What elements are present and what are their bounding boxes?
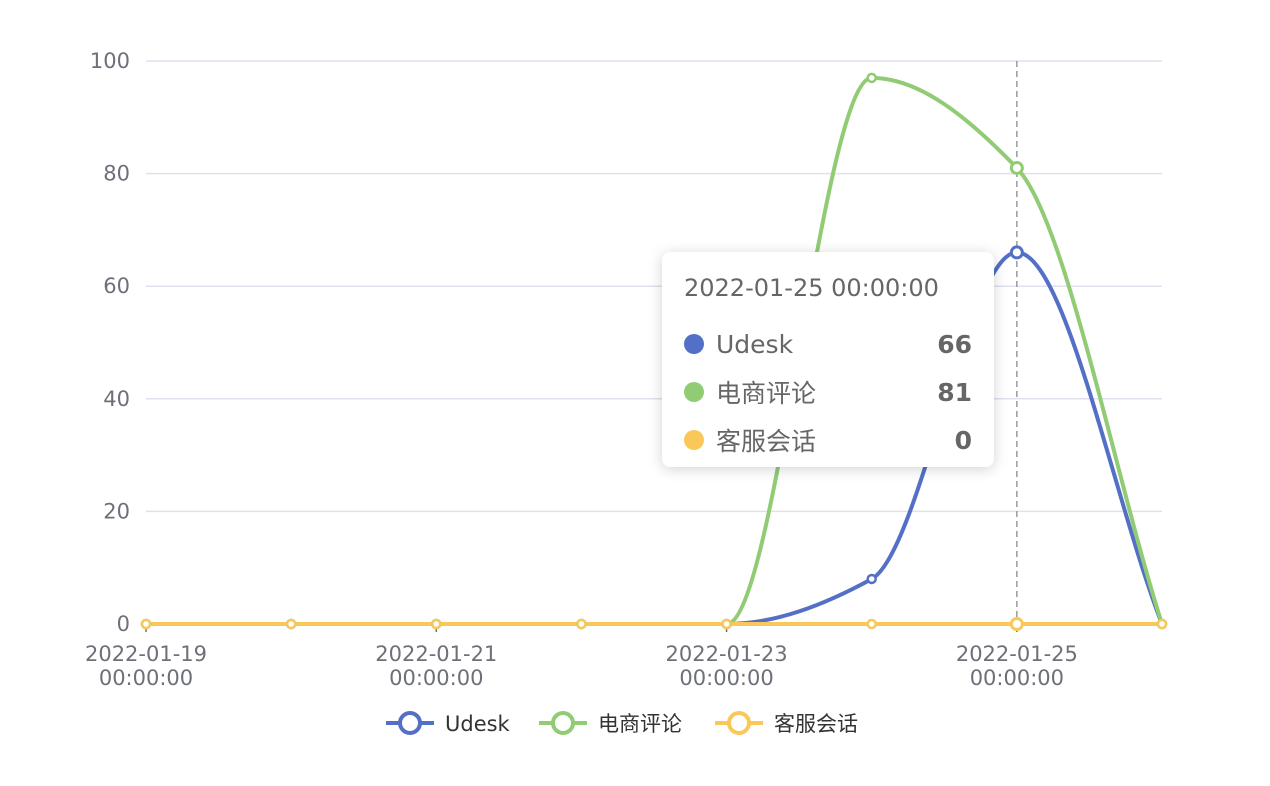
legend-marker-icon bbox=[551, 711, 575, 735]
legend-item-service-sessions[interactable]: 客服会话 bbox=[715, 711, 858, 736]
data-point-ecommerce-reviews[interactable] bbox=[866, 72, 877, 84]
data-point-service-sessions[interactable] bbox=[1009, 617, 1024, 631]
data-point-service-sessions[interactable] bbox=[285, 618, 297, 630]
x-axis: 2022-01-1900:00:002022-01-2100:00:002022… bbox=[85, 623, 1162, 690]
x-tick-label-time: 00:00:00 bbox=[970, 666, 1064, 690]
data-point-service-sessions[interactable] bbox=[140, 618, 152, 630]
tooltip-row-udesk: Udesk 66 bbox=[684, 320, 972, 368]
series-line-ecommerce-reviews bbox=[145, 75, 1164, 627]
tooltip: 2022-01-25 00:00:00 Udesk 66 电商评论 81 客服会… bbox=[662, 252, 994, 467]
tooltip-name: Udesk bbox=[716, 329, 794, 359]
legend-label: 客服会话 bbox=[774, 712, 858, 736]
tooltip-value: 81 bbox=[937, 377, 972, 407]
tooltip-dot-service-sessions bbox=[684, 430, 704, 450]
grid-lines bbox=[146, 60, 1162, 513]
x-tick-label-time: 00:00:00 bbox=[99, 666, 193, 690]
y-tick-label: 40 bbox=[103, 387, 130, 411]
legend-item-udesk[interactable]: Udesk bbox=[386, 711, 511, 736]
legend-marker-icon bbox=[727, 711, 751, 735]
legend-marker-icon bbox=[398, 711, 422, 735]
legend-label: 电商评论 bbox=[598, 712, 682, 736]
data-point-udesk[interactable] bbox=[1009, 245, 1024, 260]
x-tick-label-date: 2022-01-23 bbox=[666, 642, 788, 666]
x-tick-label-date: 2022-01-25 bbox=[956, 642, 1078, 666]
series-points[interactable] bbox=[140, 72, 1168, 631]
series-line-udesk bbox=[145, 250, 1164, 627]
data-point-service-sessions[interactable] bbox=[431, 618, 442, 630]
y-tick-label: 60 bbox=[103, 274, 130, 298]
y-tick-label: 100 bbox=[90, 49, 130, 73]
x-tick-label-date: 2022-01-19 bbox=[85, 642, 207, 666]
legend-item-ecommerce-reviews[interactable]: 电商评论 bbox=[539, 711, 682, 736]
y-axis-labels: 0 20 40 60 80 100 bbox=[90, 49, 130, 636]
x-tick-label-time: 00:00:00 bbox=[679, 666, 773, 690]
tooltip-name: 客服会话 bbox=[716, 427, 817, 456]
x-tick-label-date: 2022-01-21 bbox=[375, 642, 497, 666]
data-point-ecommerce-reviews[interactable] bbox=[1009, 160, 1024, 175]
legend[interactable]: Udesk 电商评论 客服会话 bbox=[386, 711, 858, 736]
tooltip-name: 电商评论 bbox=[716, 379, 817, 408]
tooltip-row-service-sessions: 客服会话 0 bbox=[684, 416, 972, 464]
data-point-service-sessions[interactable] bbox=[721, 618, 732, 630]
data-point-service-sessions[interactable] bbox=[576, 618, 587, 630]
tooltip-title: 2022-01-25 00:00:00 bbox=[684, 274, 939, 302]
legend-label: Udesk bbox=[445, 712, 511, 736]
tooltip-value: 0 bbox=[954, 425, 972, 455]
data-point-service-sessions[interactable] bbox=[866, 618, 877, 630]
series-lines bbox=[145, 75, 1164, 627]
tooltip-row-ecommerce-reviews: 电商评论 81 bbox=[684, 368, 972, 416]
tooltip-dot-udesk bbox=[684, 334, 704, 354]
y-tick-label: 0 bbox=[117, 612, 130, 636]
data-point-service-sessions[interactable] bbox=[1156, 618, 1168, 630]
y-tick-label: 80 bbox=[103, 162, 130, 186]
tooltip-value: 66 bbox=[937, 329, 972, 359]
y-tick-label: 20 bbox=[103, 499, 130, 523]
x-tick-label-time: 00:00:00 bbox=[389, 666, 483, 690]
tooltip-dot-ecommerce-reviews bbox=[684, 382, 704, 402]
data-point-udesk[interactable] bbox=[866, 573, 877, 585]
